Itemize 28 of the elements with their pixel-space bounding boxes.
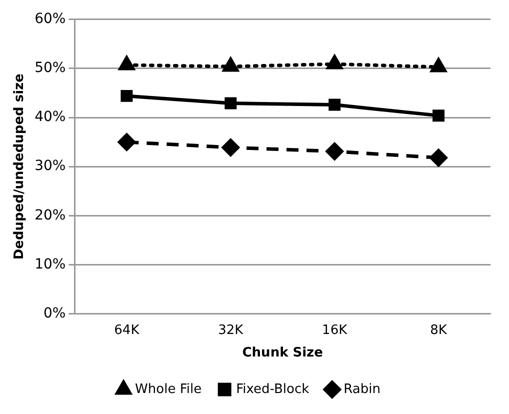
point — [326, 55, 342, 70]
y-tick-label: 40% — [34, 109, 66, 126]
x-tick-label: 16K — [322, 322, 348, 338]
legend-label: Fixed-Block — [236, 382, 310, 397]
y-tick-label: 60% — [34, 11, 66, 28]
y-tick-label: 30% — [34, 158, 66, 174]
point — [432, 110, 445, 122]
point — [430, 58, 446, 72]
point — [224, 97, 237, 110]
point — [222, 58, 238, 72]
x-tick-label: 8K — [430, 322, 448, 338]
y-tick-label: 50% — [34, 60, 66, 76]
y-tick-label: 10% — [34, 256, 66, 272]
point — [430, 149, 448, 167]
point — [118, 133, 136, 151]
point — [222, 138, 240, 156]
point — [328, 98, 341, 111]
point — [120, 90, 133, 102]
y-axis-title: Deduped/undeduped size — [12, 73, 28, 260]
legend-label: Whole File — [135, 382, 202, 397]
x-tick-label: 32K — [218, 322, 244, 338]
x-tick-label: 64K — [114, 322, 140, 338]
x-axis-title: Chunk Size — [242, 346, 324, 361]
legend-label: Rabin — [344, 382, 380, 397]
point — [326, 142, 344, 160]
y-tick-label: 0% — [44, 305, 66, 322]
point — [118, 56, 134, 70]
y-tick-label: 20% — [34, 207, 66, 224]
